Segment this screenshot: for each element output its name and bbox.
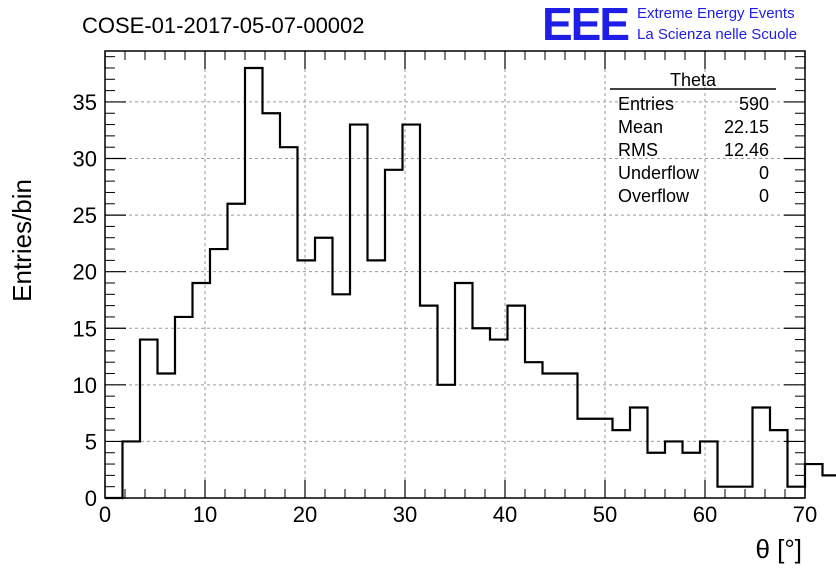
- stats-name: Theta: [670, 70, 717, 90]
- stats-value: 22.15: [724, 117, 769, 137]
- histogram-bin: [385, 170, 403, 498]
- stats-box: Theta Entries 590 Mean 22.15 RMS 12.46 Underfl…: [610, 70, 776, 206]
- histogram-bin: [403, 125, 421, 498]
- histogram-bin: [735, 487, 753, 498]
- stats-label: RMS: [618, 140, 658, 160]
- y-tick-label: 35: [73, 90, 97, 115]
- stats-value: 590: [739, 94, 769, 114]
- stats-value: 0: [759, 163, 769, 183]
- histogram-bin: [805, 464, 823, 498]
- histogram-bin: [473, 328, 491, 498]
- histogram-bin: [595, 419, 613, 498]
- y-tick-label: 10: [73, 373, 97, 398]
- x-tick-label: 50: [593, 502, 617, 527]
- stats-label: Entries: [618, 94, 674, 114]
- histogram-bin: [210, 249, 228, 498]
- histogram-bin: [490, 340, 508, 498]
- histogram-bin: [298, 260, 316, 498]
- histogram-bin: [770, 430, 788, 498]
- histogram-bin: [158, 374, 176, 498]
- histogram-bin: [648, 453, 666, 498]
- stats-value: 12.46: [724, 140, 769, 160]
- y-tick-labels: 0 5 10 15 20 25 30 35: [73, 90, 97, 511]
- stats-label: Underflow: [618, 163, 700, 183]
- histogram-bin: [350, 125, 368, 498]
- histogram-bin: [280, 147, 298, 498]
- histogram-outline: [105, 66, 836, 500]
- histogram-bin: [228, 204, 246, 498]
- x-axis-title: θ [°]: [755, 534, 802, 564]
- histogram-bin: [508, 306, 526, 498]
- stats-rows: Entries 590 Mean 22.15 RMS 12.46 Underflow 0 Ove…: [618, 94, 769, 206]
- stats-label: Overflow: [618, 186, 690, 206]
- x-tick-label: 30: [393, 502, 417, 527]
- histogram-bin: [788, 487, 806, 498]
- stats-label: Mean: [618, 117, 663, 137]
- histogram-bin: [140, 340, 158, 498]
- chart-title: COSE-01-2017-05-07-00002: [82, 13, 365, 38]
- histogram-bin: [193, 283, 211, 498]
- histogram-bin: [665, 441, 683, 498]
- axis-ticks: [104, 51, 806, 499]
- x-tick-labels: 0 10 20 30 40 50 60 70: [99, 502, 817, 527]
- histogram-series: [105, 66, 836, 500]
- histogram-bin: [245, 68, 263, 498]
- x-tick-label: 0: [99, 502, 111, 527]
- x-tick-label: 10: [193, 502, 217, 527]
- y-tick-label: 5: [85, 429, 97, 454]
- histogram-bin: [420, 306, 438, 498]
- y-tick-label: 20: [73, 260, 97, 285]
- y-tick-label: 0: [85, 486, 97, 511]
- x-tick-label: 70: [793, 502, 817, 527]
- y-tick-label: 25: [73, 203, 97, 228]
- histogram-bin: [700, 441, 718, 498]
- x-tick-label: 20: [293, 502, 317, 527]
- histogram-bin: [455, 283, 473, 498]
- histogram-bin: [718, 487, 736, 498]
- stats-value: 0: [759, 186, 769, 206]
- y-tick-label: 15: [73, 316, 97, 341]
- histogram-bin: [175, 317, 193, 498]
- histogram-bin: [613, 430, 631, 498]
- histogram-bin: [315, 238, 333, 498]
- histogram-bin: [560, 374, 578, 498]
- logo-line-1: Extreme Energy Events: [637, 5, 795, 22]
- plot-frame: [104, 50, 806, 499]
- logo-line-2: La Scienza nelle Scuole: [637, 26, 797, 43]
- histogram-bin: [753, 407, 771, 498]
- x-tick-label: 60: [693, 502, 717, 527]
- histogram-bin: [578, 419, 596, 498]
- histogram-bin: [438, 385, 456, 498]
- y-tick-label: 30: [73, 147, 97, 172]
- histogram-bin: [263, 113, 281, 498]
- x-tick-label: 40: [493, 502, 517, 527]
- logo-mark: EEE: [542, 0, 628, 50]
- histogram-bin: [543, 374, 561, 498]
- y-axis-title: Entries/bin: [7, 179, 37, 302]
- histogram-bin: [333, 294, 351, 498]
- histogram-bin: [823, 475, 836, 498]
- histogram-bin: [630, 407, 648, 498]
- histogram-bin: [368, 260, 386, 498]
- eee-logo: EEE Extreme Energy Events La Scienza nel…: [542, 0, 797, 50]
- histogram-bin: [525, 362, 543, 498]
